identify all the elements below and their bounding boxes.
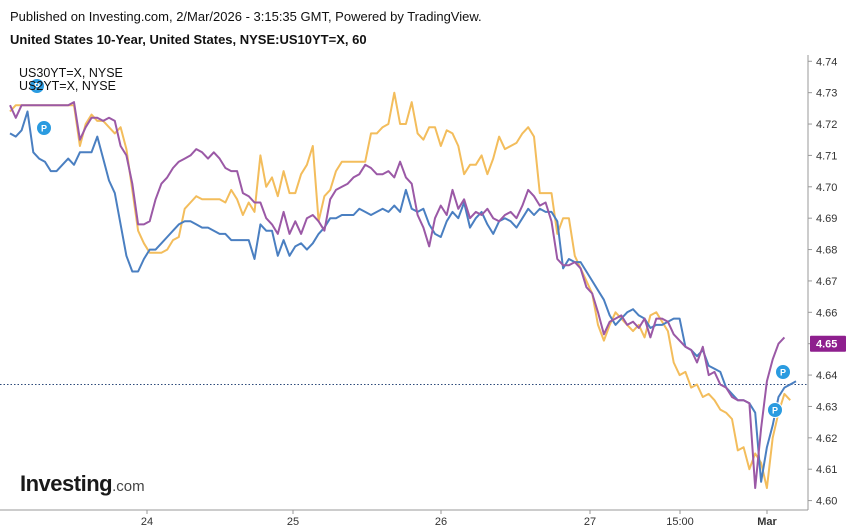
published-caption: Published on Investing.com, 2/Mar/2026 -… [10, 9, 482, 24]
x-axis-ticks: 24 25 26 27 15:00 Mar [141, 510, 777, 528]
series-line-us10 [9, 110, 797, 483]
y-tick-label: 4.64 [816, 370, 837, 382]
marker-dot [767, 402, 783, 418]
x-tick-label: 25 [287, 516, 299, 528]
y-tick-label: 4.70 [816, 182, 837, 194]
marker-letter: P [41, 124, 47, 134]
x-tick-label: 15:00 [666, 516, 694, 528]
y-tick-label: 4.62 [816, 433, 837, 445]
event-marker-p[interactable]: P [775, 364, 791, 380]
y-tick-label: 4.67 [816, 276, 837, 288]
series-layer [9, 91, 797, 489]
x-tick-label: 27 [584, 516, 596, 528]
logo-suffix: .com [112, 478, 145, 495]
price-tag-label: 4.65 [816, 339, 837, 351]
y-tick-label: 4.73 [816, 88, 837, 100]
event-marker-p[interactable]: P [767, 402, 783, 418]
y-tick-label: 4.74 [816, 56, 837, 68]
marker-letter: P [780, 368, 786, 378]
logo-wordmark: Investing [20, 471, 113, 496]
marker-dot [775, 364, 791, 380]
investing-logo: Investing.com [20, 471, 145, 497]
y-tick-label: 4.61 [816, 464, 837, 476]
y-tick-label: 4.68 [816, 245, 837, 257]
y-axis-ticks: 4.74 4.73 4.72 4.71 4.70 4.69 4.68 4.67 4.66 4.65… [808, 56, 837, 508]
chart-axes [0, 55, 809, 511]
x-tick-label: 24 [141, 516, 153, 528]
marker-dot [36, 120, 52, 136]
x-tick-label: 26 [435, 516, 447, 528]
x-tick-label: Mar [757, 516, 777, 528]
current-price-tag: 4.65 [810, 335, 846, 352]
marker-letter: P [772, 406, 778, 416]
marker-letter: P [34, 82, 40, 92]
chart-title: United States 10-Year, United States, NY… [10, 32, 367, 47]
marker-dot [29, 78, 45, 94]
legend-entry-us30: US30YT=X, NYSE [19, 66, 123, 80]
y-tick-label: 4.63 [816, 401, 837, 413]
markers-layer: P P P P [29, 78, 791, 418]
y-tick-label: 4.66 [816, 307, 837, 319]
y-tick-label: 4.71 [816, 150, 837, 162]
event-marker-p[interactable]: P [36, 120, 52, 136]
y-tick-label: 4.60 [816, 496, 837, 508]
y-tick-label: 4.72 [816, 119, 837, 131]
series-line-us30 [9, 101, 786, 489]
legend-entry-us2: US2YT=X, NYSE [19, 79, 116, 93]
price-tag-box [810, 335, 846, 352]
event-marker-p[interactable]: P [29, 78, 45, 94]
series-line-us2 [9, 91, 791, 489]
y-tick-label: 4.69 [816, 213, 837, 225]
